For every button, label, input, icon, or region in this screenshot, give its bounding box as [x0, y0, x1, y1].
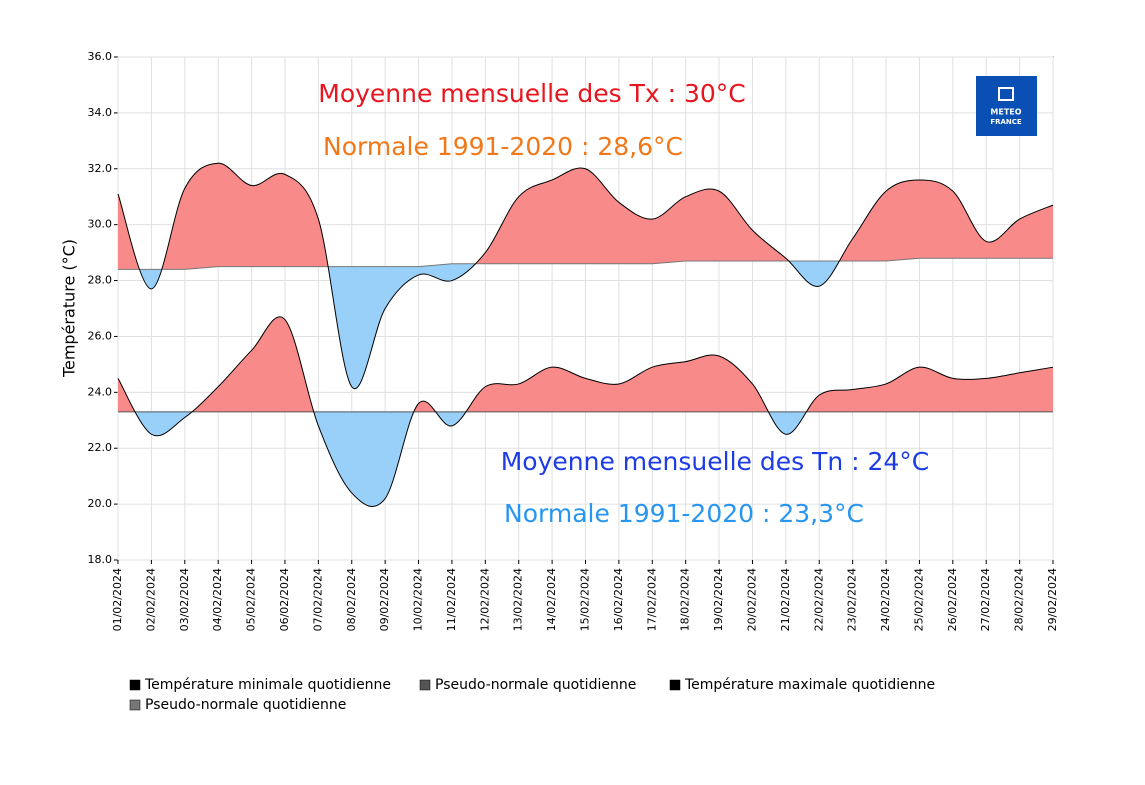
- x-tick-label: 06/02/2024: [278, 568, 291, 631]
- x-tick-label: 02/02/2024: [144, 568, 157, 631]
- temperature-line: [117, 316, 1054, 507]
- temperature-line: [117, 162, 1054, 390]
- x-tick-label: 20/02/2024: [745, 568, 758, 631]
- x-tick-label: 28/02/2024: [1013, 568, 1026, 631]
- y-tick-label: 30.0: [88, 218, 113, 231]
- y-axis-label: Température (°C): [60, 239, 79, 378]
- y-tick-label: 34.0: [88, 106, 113, 119]
- x-tick-label: 16/02/2024: [612, 568, 625, 631]
- x-tick-label: 11/02/2024: [445, 568, 458, 631]
- x-tick-label: 18/02/2024: [679, 568, 692, 631]
- x-tick-label: 09/02/2024: [378, 568, 391, 631]
- y-tick-label: 22.0: [88, 441, 113, 454]
- logo-box: [976, 76, 1037, 136]
- y-tick-label: 36.0: [88, 50, 113, 63]
- legend-swatch: [669, 679, 681, 691]
- legend-label: Température maximale quotidienne: [684, 677, 935, 693]
- x-tick-label: 27/02/2024: [979, 568, 992, 631]
- legend-label: Pseudo-normale quotidienne: [435, 677, 636, 693]
- legend-swatch: [129, 679, 141, 691]
- x-tick-label: 01/02/2024: [111, 568, 124, 631]
- logo-icon: [998, 87, 1014, 101]
- logo-text: METEO: [990, 108, 1021, 117]
- normal-line: [118, 257, 1053, 270]
- x-tick-label: 08/02/2024: [345, 568, 358, 631]
- x-tick-label: 24/02/2024: [879, 568, 892, 631]
- annotation: Normale 1991-2020 : 23,3°C: [504, 499, 864, 528]
- x-tick-label: 10/02/2024: [412, 568, 425, 631]
- x-tick-label: 25/02/2024: [912, 568, 925, 631]
- y-tick-label: 18.0: [88, 553, 113, 566]
- x-tick-label: 03/02/2024: [178, 568, 191, 631]
- x-tick-label: 13/02/2024: [512, 568, 525, 631]
- x-tick-label: 15/02/2024: [579, 568, 592, 631]
- y-tick-label: 32.0: [88, 162, 113, 175]
- x-tick-label: 26/02/2024: [946, 568, 959, 631]
- x-tick-label: 04/02/2024: [211, 568, 224, 631]
- y-tick-label: 24.0: [88, 385, 113, 398]
- annotation: Moyenne mensuelle des Tn : 24°C: [501, 447, 930, 476]
- x-tick-label: 23/02/2024: [846, 568, 859, 631]
- x-tick-label: 17/02/2024: [645, 568, 658, 631]
- x-tick-label: 07/02/2024: [311, 568, 324, 631]
- legend-label: Pseudo-normale quotidienne: [145, 697, 346, 713]
- x-tick-label: 29/02/2024: [1046, 568, 1059, 631]
- annotation: Normale 1991-2020 : 28,6°C: [323, 132, 683, 161]
- x-tick-label: 14/02/2024: [545, 568, 558, 631]
- legend-swatch: [129, 699, 141, 711]
- y-tick-label: 28.0: [88, 274, 113, 287]
- x-tick-label: 05/02/2024: [245, 568, 258, 631]
- x-tick-label: 22/02/2024: [812, 568, 825, 631]
- x-tick-label: 21/02/2024: [779, 568, 792, 631]
- x-tick-label: 19/02/2024: [712, 568, 725, 631]
- logo: METEO FRANCE: [976, 76, 1037, 136]
- area-below: [118, 258, 1053, 389]
- annotation: Moyenne mensuelle des Tx : 30°C: [318, 79, 745, 108]
- legend-label: Température minimale quotidienne: [144, 677, 391, 693]
- y-tick-label: 20.0: [88, 497, 113, 510]
- legend-swatch: [419, 679, 431, 691]
- x-tick-label: 12/02/2024: [478, 568, 491, 631]
- area-below: [118, 411, 1053, 507]
- logo-text: FRANCE: [990, 118, 1022, 126]
- y-tick-label: 26.0: [88, 329, 113, 342]
